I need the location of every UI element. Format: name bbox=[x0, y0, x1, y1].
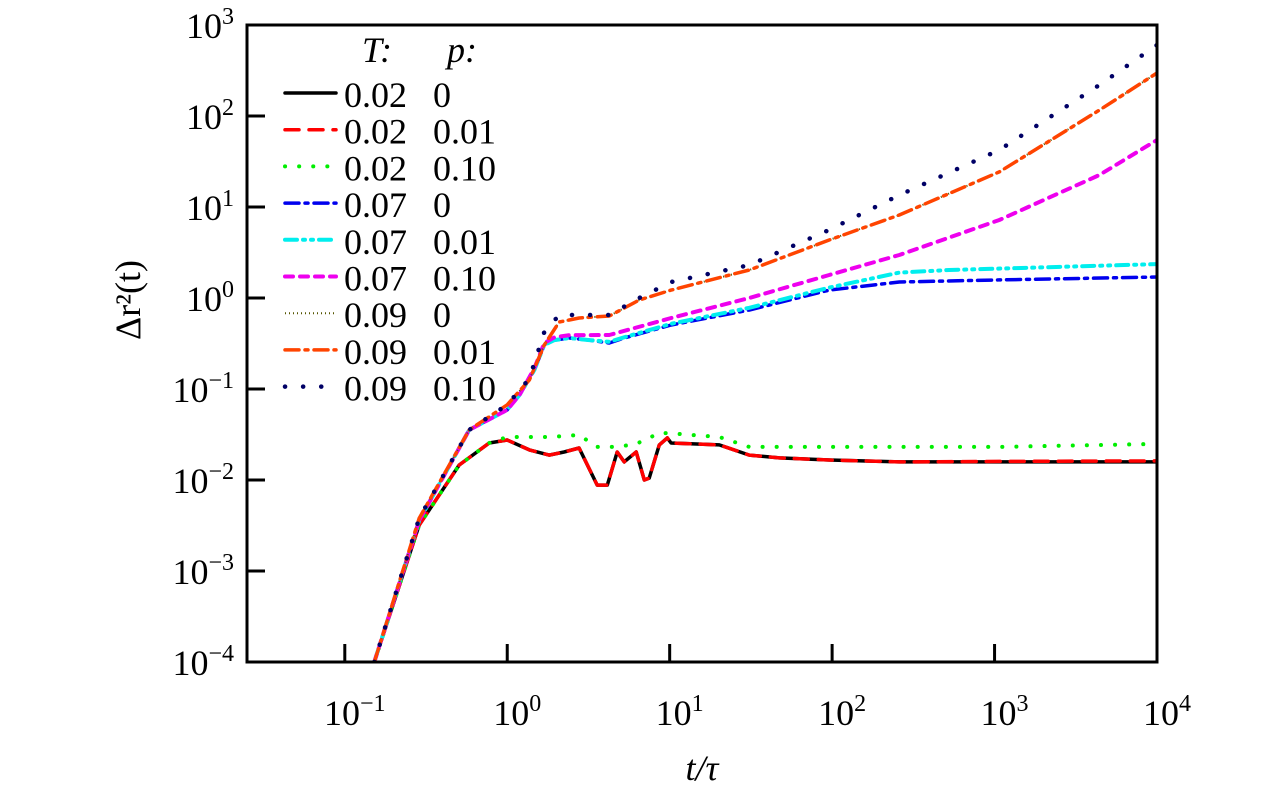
series-line-T0.02-p0 bbox=[372, 436, 1157, 662]
x-tick-label: 10−1 bbox=[324, 691, 386, 733]
y-tick-label: 101 bbox=[186, 186, 234, 228]
y-tick-label: 10−2 bbox=[172, 459, 234, 501]
y-axis-label: Δr²(t) bbox=[108, 260, 148, 340]
series-line-T0.09-p0.10 bbox=[372, 42, 1157, 662]
legend-header-p: p: bbox=[444, 30, 477, 70]
legend-T-value: 0.02 bbox=[344, 148, 407, 188]
x-axis-label: t/τ bbox=[686, 748, 720, 788]
legend-p-value: 0.01 bbox=[433, 332, 496, 372]
legend-T-value: 0.07 bbox=[344, 259, 407, 299]
legend-p-value: 0 bbox=[433, 295, 451, 335]
series-layer bbox=[372, 42, 1157, 662]
legend-T-value: 0.09 bbox=[344, 332, 407, 372]
series-line-T0.02-p0.01 bbox=[372, 436, 1157, 662]
legend-T-value: 0.07 bbox=[344, 185, 407, 225]
x-tick-label: 103 bbox=[981, 691, 1029, 733]
legend-T-value: 0.02 bbox=[344, 75, 407, 115]
y-tick-label: 100 bbox=[186, 277, 234, 319]
series-line-T0.07-p0.01 bbox=[372, 262, 1157, 662]
legend-header-T: T: bbox=[362, 30, 392, 70]
legend-p-value: 0.01 bbox=[433, 112, 496, 152]
plot-frame bbox=[245, 23, 1159, 664]
series-line-T0.02-p0.10 bbox=[372, 431, 1157, 662]
legend: T: p: 0.02 0 0.02 0.01 0.02 0.10 0.07 0 0.07 0.01… bbox=[282, 30, 496, 409]
x-tick-label: 100 bbox=[493, 691, 541, 733]
legend-T-value: 0.02 bbox=[344, 112, 407, 152]
ticks: 10−1 100 101 102 103 104 10−4 10−3 10−2 10−1 100 10… bbox=[172, 4, 1191, 733]
y-tick-label: 10−3 bbox=[172, 550, 234, 592]
y-tick-label: 10−1 bbox=[172, 368, 234, 410]
y-tick-label: 10−4 bbox=[172, 641, 234, 683]
x-tick-label: 101 bbox=[656, 691, 704, 733]
y-tick-label: 102 bbox=[186, 95, 234, 137]
legend-p-value: 0 bbox=[433, 185, 451, 225]
legend-p-value: 0 bbox=[433, 75, 451, 115]
x-tick-label: 104 bbox=[1143, 691, 1191, 733]
legend-p-value: 0.10 bbox=[433, 259, 496, 299]
series-line-T0.07-p0.10 bbox=[372, 138, 1157, 662]
x-tick-label: 102 bbox=[818, 691, 866, 733]
legend-T-value: 0.07 bbox=[344, 222, 407, 262]
y-tick-label: 103 bbox=[186, 4, 234, 46]
legend-p-value: 0.10 bbox=[433, 148, 496, 188]
legend-p-value: 0.10 bbox=[433, 369, 496, 409]
legend-p-value: 0.01 bbox=[433, 222, 496, 262]
legend-T-value: 0.09 bbox=[344, 369, 407, 409]
legend-T-value: 0.09 bbox=[344, 295, 407, 335]
